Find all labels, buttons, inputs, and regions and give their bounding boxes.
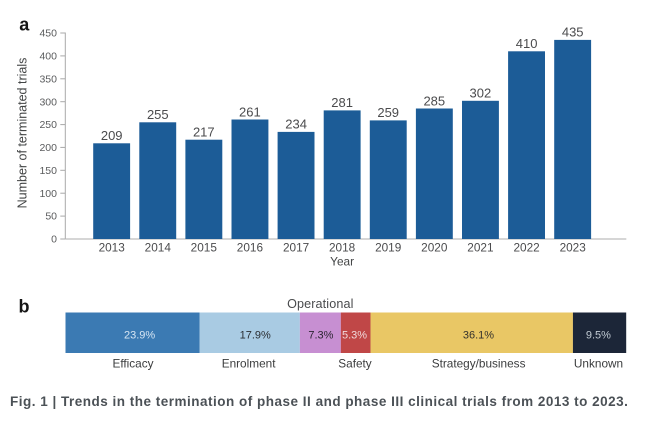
svg-text:a: a [19, 14, 30, 34]
svg-text:Safety: Safety [338, 357, 372, 371]
svg-text:Number of terminated trials: Number of terminated trials [16, 58, 30, 209]
svg-text:217: 217 [193, 125, 215, 140]
svg-text:Year: Year [330, 255, 354, 269]
svg-text:2019: 2019 [375, 241, 401, 255]
svg-text:300: 300 [39, 96, 57, 108]
svg-text:255: 255 [147, 107, 169, 122]
svg-text:200: 200 [39, 142, 57, 154]
svg-text:2018: 2018 [329, 241, 356, 255]
svg-text:435: 435 [562, 25, 584, 40]
svg-text:0: 0 [51, 234, 57, 246]
svg-text:259: 259 [377, 105, 399, 120]
svg-text:450: 450 [39, 28, 57, 40]
svg-text:36.1%: 36.1% [463, 329, 494, 341]
svg-text:2013: 2013 [99, 241, 126, 255]
svg-text:350: 350 [39, 73, 57, 85]
svg-text:250: 250 [39, 119, 57, 131]
svg-text:2023: 2023 [560, 241, 587, 255]
svg-text:150: 150 [39, 165, 57, 177]
svg-text:9.5%: 9.5% [586, 329, 611, 341]
svg-text:400: 400 [39, 51, 57, 63]
svg-text:2020: 2020 [421, 241, 448, 255]
svg-text:2017: 2017 [283, 241, 309, 255]
svg-text:410: 410 [516, 36, 538, 51]
svg-text:Efficacy: Efficacy [112, 357, 153, 371]
svg-text:50: 50 [45, 211, 57, 223]
svg-text:285: 285 [423, 93, 445, 108]
svg-text:2014: 2014 [145, 241, 172, 255]
svg-text:209: 209 [101, 128, 123, 143]
svg-text:100: 100 [39, 188, 57, 200]
svg-text:302: 302 [470, 86, 492, 101]
svg-text:Fig. 1 | Trends in the termina: Fig. 1 | Trends in the termination of ph… [10, 394, 628, 409]
svg-text:261: 261 [239, 104, 261, 119]
svg-text:281: 281 [331, 95, 353, 110]
svg-text:234: 234 [285, 117, 307, 132]
svg-text:b: b [19, 296, 30, 316]
svg-text:Operational: Operational [287, 297, 353, 311]
svg-text:2021: 2021 [467, 241, 493, 255]
svg-text:23.9%: 23.9% [124, 329, 155, 341]
svg-text:2022: 2022 [513, 241, 539, 255]
svg-text:17.9%: 17.9% [240, 329, 271, 341]
svg-text:2016: 2016 [237, 241, 264, 255]
svg-text:5.3%: 5.3% [342, 329, 367, 341]
svg-text:2015: 2015 [191, 241, 218, 255]
svg-text:7.3%: 7.3% [308, 329, 333, 341]
svg-text:Unknown: Unknown [574, 357, 623, 371]
svg-text:Strategy/business: Strategy/business [432, 357, 526, 371]
svg-text:Enrolment: Enrolment [222, 357, 276, 371]
